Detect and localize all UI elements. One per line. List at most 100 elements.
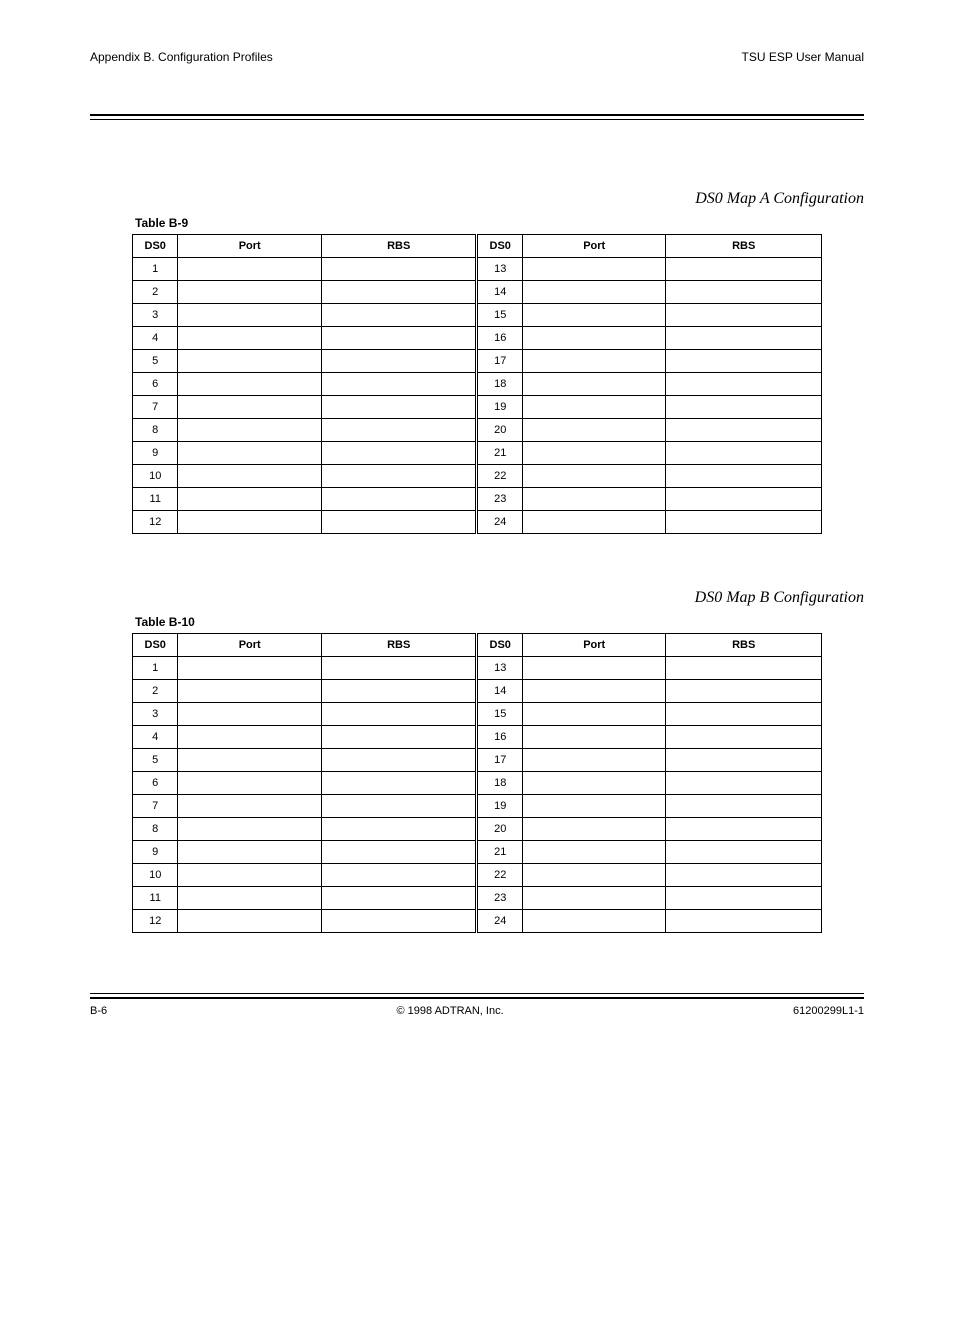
- table-row: 1123: [133, 887, 822, 910]
- page-footer: B-6 © 1998 ADTRAN, Inc. 61200299L1-1: [90, 1005, 864, 1017]
- cell: [666, 703, 822, 726]
- table-row: 1224: [133, 910, 822, 933]
- col-header: Port: [178, 235, 322, 258]
- cell: [178, 910, 322, 933]
- cell: [666, 350, 822, 373]
- cell: [178, 327, 322, 350]
- section-a-label: DS0 Map A Configuration: [90, 190, 864, 208]
- cell: [321, 680, 477, 703]
- table-b-body: 113 214 315 416 517 618 719 820 921 1022…: [133, 657, 822, 933]
- cell: 16: [477, 726, 522, 749]
- cell: 21: [477, 841, 522, 864]
- cell: [666, 419, 822, 442]
- header-left: Appendix B. Configuration Profiles: [90, 50, 273, 64]
- table-header-row: DS0 Port RBS DS0 Port RBS: [133, 634, 822, 657]
- cell: [522, 419, 666, 442]
- table-row: 315: [133, 703, 822, 726]
- cell: [666, 511, 822, 534]
- col-header: RBS: [666, 235, 822, 258]
- cell: [666, 887, 822, 910]
- cell: 2: [133, 281, 178, 304]
- table-row: 921: [133, 841, 822, 864]
- cell: 23: [477, 488, 522, 511]
- table-row: 820: [133, 419, 822, 442]
- col-header: RBS: [321, 235, 477, 258]
- cell: [666, 258, 822, 281]
- cell: 14: [477, 680, 522, 703]
- cell: [666, 327, 822, 350]
- table-row: 416: [133, 726, 822, 749]
- cell: [666, 864, 822, 887]
- cell: [321, 488, 477, 511]
- col-header: DS0: [133, 634, 178, 657]
- table-row: 517: [133, 749, 822, 772]
- cell: [178, 887, 322, 910]
- cell: [321, 373, 477, 396]
- cell: 18: [477, 373, 522, 396]
- cell: [321, 327, 477, 350]
- cell: 13: [477, 258, 522, 281]
- ds0-map-a-table: DS0 Port RBS DS0 Port RBS 113 214 315 41…: [132, 234, 822, 534]
- cell: [666, 772, 822, 795]
- cell: [666, 818, 822, 841]
- cell: [178, 350, 322, 373]
- cell: [178, 419, 322, 442]
- cell: [321, 887, 477, 910]
- col-header: RBS: [666, 634, 822, 657]
- cell: [522, 657, 666, 680]
- cell: 13: [477, 657, 522, 680]
- cell: [178, 703, 322, 726]
- header-right: TSU ESP User Manual: [742, 50, 865, 64]
- cell: [178, 442, 322, 465]
- table-row: 1 13: [133, 657, 822, 680]
- cell: 9: [133, 442, 178, 465]
- cell: [522, 304, 666, 327]
- table-row: 11 23: [133, 488, 822, 511]
- cell: [666, 396, 822, 419]
- col-header: DS0: [477, 235, 522, 258]
- cell: [522, 350, 666, 373]
- cell: [321, 772, 477, 795]
- footer-left: B-6: [90, 1005, 107, 1017]
- cell: 11: [133, 488, 178, 511]
- cell: [666, 749, 822, 772]
- cell: [522, 680, 666, 703]
- cell: [522, 465, 666, 488]
- cell: [522, 910, 666, 933]
- section-b-label: DS0 Map B Configuration: [90, 589, 864, 607]
- cell: [178, 258, 322, 281]
- table-row: 719: [133, 795, 822, 818]
- cell: [522, 772, 666, 795]
- cell: [178, 749, 322, 772]
- col-header: Port: [178, 634, 322, 657]
- cell: 1: [133, 657, 178, 680]
- col-header: DS0: [133, 235, 178, 258]
- cell: [178, 772, 322, 795]
- cell: 21: [477, 442, 522, 465]
- cell: [522, 864, 666, 887]
- cell: 7: [133, 396, 178, 419]
- cell: [321, 258, 477, 281]
- cell: [666, 281, 822, 304]
- cell: [522, 887, 666, 910]
- cell: 6: [133, 373, 178, 396]
- cell: [321, 726, 477, 749]
- table-row: 113: [133, 258, 822, 281]
- cell: [666, 795, 822, 818]
- table-header-row: DS0 Port RBS DS0 Port RBS: [133, 235, 822, 258]
- cell: [522, 373, 666, 396]
- cell: [178, 795, 322, 818]
- cell: [178, 726, 322, 749]
- cell: 15: [477, 703, 522, 726]
- cell: [666, 488, 822, 511]
- cell: 20: [477, 419, 522, 442]
- cell: 22: [477, 864, 522, 887]
- table-row: 1022: [133, 864, 822, 887]
- cell: [178, 511, 322, 534]
- cell: [666, 657, 822, 680]
- cell: 11: [133, 887, 178, 910]
- cell: [522, 258, 666, 281]
- ds0-map-b-table: DS0 Port RBS DS0 Port RBS 113 214 315 41…: [132, 633, 822, 933]
- cell: [666, 304, 822, 327]
- cell: [321, 657, 477, 680]
